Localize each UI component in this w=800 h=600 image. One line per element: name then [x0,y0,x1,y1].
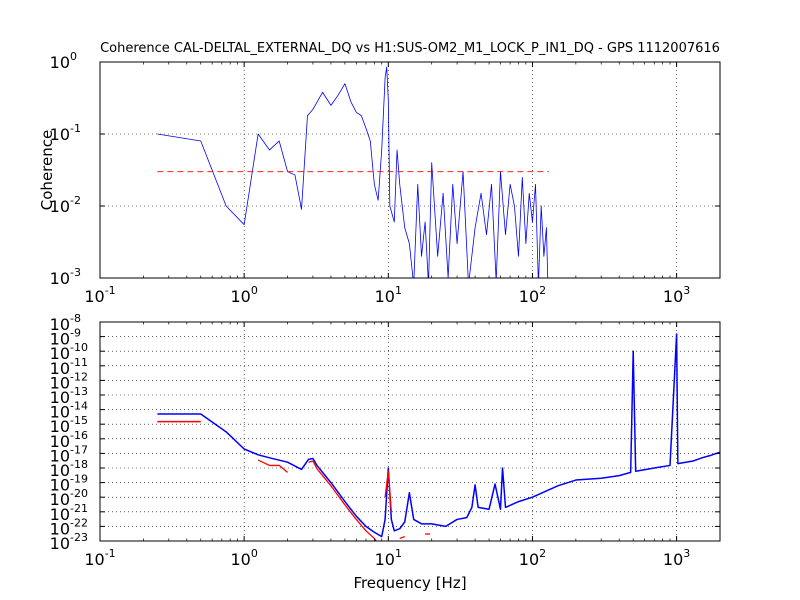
x-tick-label: 101 [375,547,402,569]
y-tick-label: 10-9 [50,327,81,349]
y-tick-label: 10-23 [50,531,88,553]
top-axes-frame [99,61,721,279]
y-tick-label: 10-1 [50,122,81,144]
x-tick-label: 101 [375,284,402,306]
top-series-line-0 [157,66,549,278]
bottom-series-line-5 [399,535,405,540]
x-tick-label: 10-1 [84,547,115,569]
x-tick-label: 10-1 [84,284,115,306]
y-tick-label: 10-12 [50,370,88,392]
y-tick-label: 10-15 [50,414,88,436]
x-tick-label: 102 [519,284,546,306]
y-tick-label: 100 [50,50,77,72]
y-tick-label: 10-21 [50,502,88,524]
y-tick-label: 10-22 [50,516,88,538]
y-tick-label: 10-2 [50,194,81,216]
x-tick-label: 100 [230,284,257,306]
y-tick-label: 10-13 [50,385,88,407]
bottom-series-line-2 [257,459,288,473]
y-tick-label: 10-10 [50,341,88,363]
y-tick-label: 10-14 [50,400,88,422]
bottom-axes-frame [99,321,721,542]
y-tick-label: 10-17 [50,443,88,465]
y-tick-label: 10-19 [50,473,88,495]
coherence-panel: 10-1 100 101 102 103 10-3 10-2 10-1 100 Coherence [38,50,721,306]
y-tick-label: 10-3 [50,266,81,288]
bottom-series-line-4 [384,470,393,512]
figure-title: Coherence CAL-DELTAL_EXTERNAL_DQ vs H1:S… [100,41,720,56]
bottom-series-line-3 [308,460,378,541]
x-tick-label: 102 [519,547,546,569]
x-axis-label: Frequency [Hz] [353,574,466,592]
x-tick-label: 100 [230,547,257,569]
top-y-axis-label: Coherence [38,130,56,210]
spectrum-panel: 10-1 100 101 102 10310-2310-2210-2110-2010-1… [50,312,721,569]
y-tick-label: 10-20 [50,487,88,509]
y-tick-label: 10-16 [50,429,88,451]
x-tick-label: 103 [663,547,690,569]
bottom-series-line-0 [157,333,720,538]
y-tick-label: 10-18 [50,458,88,480]
x-tick-label: 103 [663,284,690,306]
y-tick-label: 10-8 [50,312,81,334]
y-tick-label: 10-11 [50,356,88,378]
